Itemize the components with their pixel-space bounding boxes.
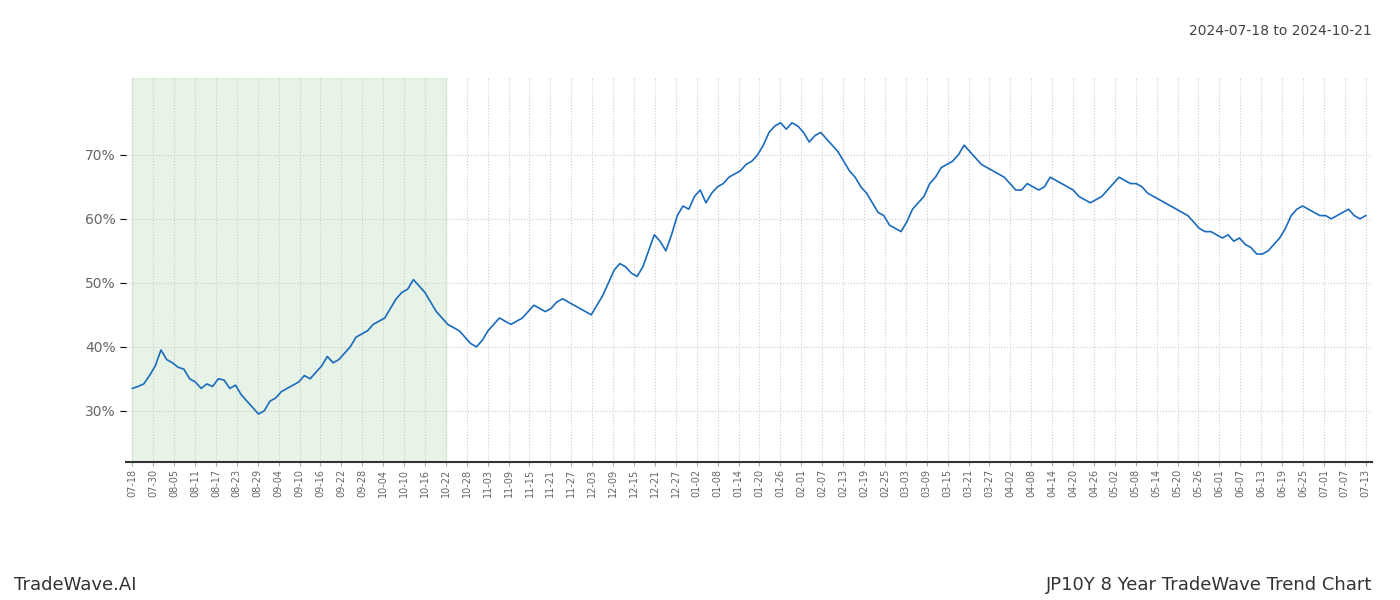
Text: JP10Y 8 Year TradeWave Trend Chart: JP10Y 8 Year TradeWave Trend Chart (1046, 576, 1372, 594)
Bar (132, 78, 445, 462)
Text: 2024-07-18 to 2024-10-21: 2024-07-18 to 2024-10-21 (1189, 24, 1372, 38)
Text: TradeWave.AI: TradeWave.AI (14, 576, 137, 594)
